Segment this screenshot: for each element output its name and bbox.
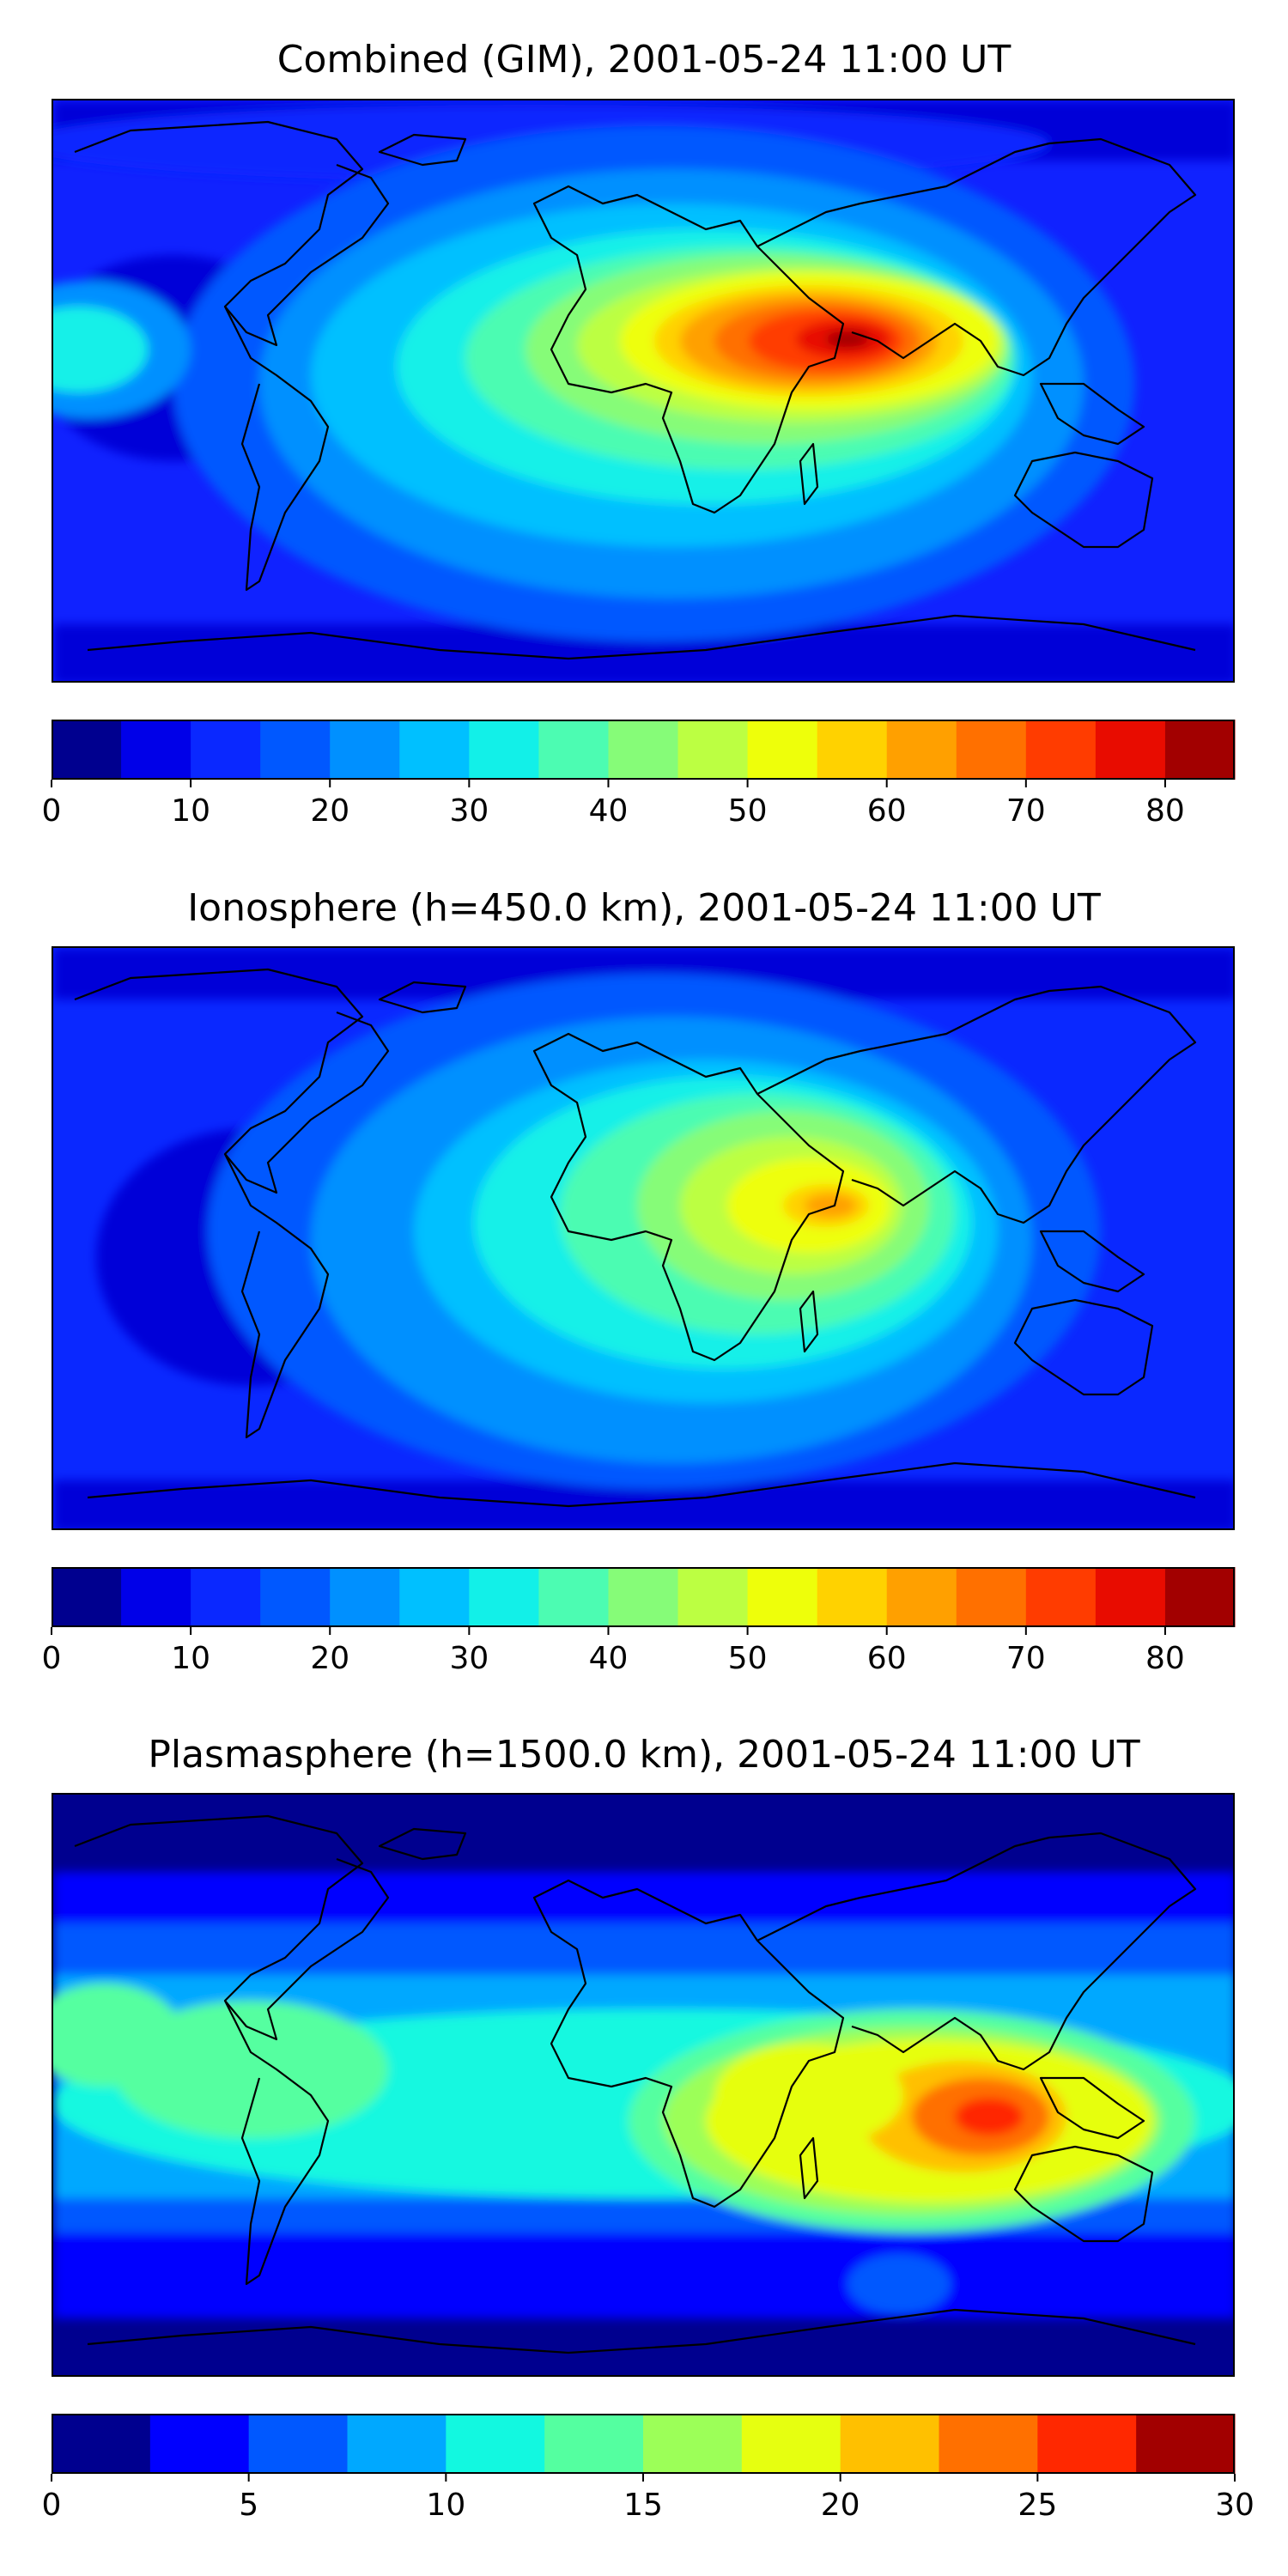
colorbar-segment [1025,720,1097,780]
colorbar-segment [956,720,1027,780]
colorbar-segment [817,720,888,780]
colorbar-tick-label: 30 [449,793,489,829]
colorbar-segment [469,720,539,780]
colorbar-segment [643,2414,743,2474]
colorbar-tick-label: 10 [171,1641,210,1676]
panel-3-title: Plasmasphere (h=1500.0 km), 2001-05-24 1… [148,1733,1140,1777]
colorbar-segment [121,1567,191,1627]
colorbar-segment [1136,2414,1236,2474]
panel-3-contour-map [53,1795,1233,2375]
colorbar-segment [747,1567,818,1627]
colorbar-tick-label: 0 [42,2488,62,2523]
colorbar-tick-label: 20 [310,1641,349,1676]
colorbar-tick-label: 80 [1145,793,1185,829]
colorbar-segment [1025,1567,1097,1627]
panel-2-map [52,946,1235,1530]
colorbar-border [52,720,1235,780]
colorbar-segment [1164,720,1236,780]
colorbar-tick-label: 80 [1145,1641,1185,1676]
colorbar-tick-label: 10 [171,793,210,829]
colorbar-segment [149,2414,250,2474]
colorbar-tick-label: 50 [728,793,768,829]
colorbar-segment [1037,2414,1137,2474]
colorbar-segment [469,1567,539,1627]
panel-2-title: Ionosphere (h=450.0 km), 2001-05-24 11:0… [187,886,1101,930]
colorbar-segment [608,1567,679,1627]
panel-1-contour-map [53,100,1233,681]
colorbar-segment [446,2414,545,2474]
colorbar-segment [191,720,261,780]
colorbar-segment [608,720,679,780]
colorbar-segment [121,720,191,780]
colorbar-segment [1095,1567,1166,1627]
panel-1-colorbar-svg: 0 10 20 30 40 50 60 70 80 [42,720,1236,829]
colorbar-tick-label: 20 [310,793,349,829]
colorbar-segment [260,720,331,780]
panel-2-colorbar-svg: 0 10 20 30 40 50 60 70 80 [42,1567,1236,1676]
colorbar-segment [886,1567,957,1627]
panel-3-map [52,1793,1235,2377]
panel-1-map [52,99,1235,683]
colorbar-tick-label: 20 [821,2488,860,2523]
colorbar-tick-label: 10 [426,2488,465,2523]
colorbar-segment [52,1567,122,1627]
colorbar-tick-label: 70 [1006,793,1046,829]
colorbar-tick-label: 40 [589,1641,629,1676]
colorbar-segment [1095,720,1166,780]
colorbar-tick-label: 40 [589,793,629,829]
colorbar-segment [677,1567,749,1627]
colorbar-tick-label: 60 [867,1641,907,1676]
panel-1-title: Combined (GIM), 2001-05-24 11:00 UT [276,38,1012,82]
colorbar-border [52,2414,1235,2474]
colorbar-segment [886,720,957,780]
colorbar-segment [1164,1567,1236,1627]
panel-1-colorbar: 0 10 20 30 40 50 60 70 80 [42,720,1236,829]
colorbar-tick-label: 50 [728,1641,768,1676]
colorbar-segment [248,2414,348,2474]
colorbar-segment [817,1567,888,1627]
colorbar-segment [677,720,749,780]
colorbar-segment [330,1567,400,1627]
colorbar-tick-label: 60 [867,793,907,829]
colorbar-tick-label: 25 [1018,2488,1057,2523]
colorbar-segment [538,720,609,780]
colorbar-segment [956,1567,1027,1627]
colorbar-segment [191,1567,261,1627]
colorbar-segment [538,1567,609,1627]
colorbar-tick-label: 30 [449,1641,489,1676]
colorbar-tick-label: 0 [42,793,62,829]
colorbar-segment [52,720,122,780]
colorbar-tick-label: 70 [1006,1641,1046,1676]
panel-3-colorbar: 0 5 10 15 20 25 30 [42,2414,1255,2523]
colorbar-segment [399,720,470,780]
colorbar-tick-label: 0 [42,1641,62,1676]
colorbar-segment [840,2414,939,2474]
colorbar-segment [330,720,400,780]
colorbar-segment [544,2414,644,2474]
colorbar-tick-label: 15 [623,2488,663,2523]
panel-3-colorbar-svg: 0 5 10 15 20 25 30 [42,2414,1255,2523]
colorbar-segment [347,2414,447,2474]
colorbar-segment [260,1567,331,1627]
colorbar-tick-label: 5 [239,2488,258,2523]
colorbar-segment [52,2414,151,2474]
panel-2-colorbar: 0 10 20 30 40 50 60 70 80 [42,1567,1236,1676]
panel-2-contour-map [53,948,1233,1528]
colorbar-segment [399,1567,470,1627]
colorbar-border [52,1567,1235,1627]
colorbar-tick-label: 30 [1215,2488,1255,2523]
colorbar-segment [939,2414,1038,2474]
colorbar-segment [747,720,818,780]
colorbar-segment [741,2414,841,2474]
